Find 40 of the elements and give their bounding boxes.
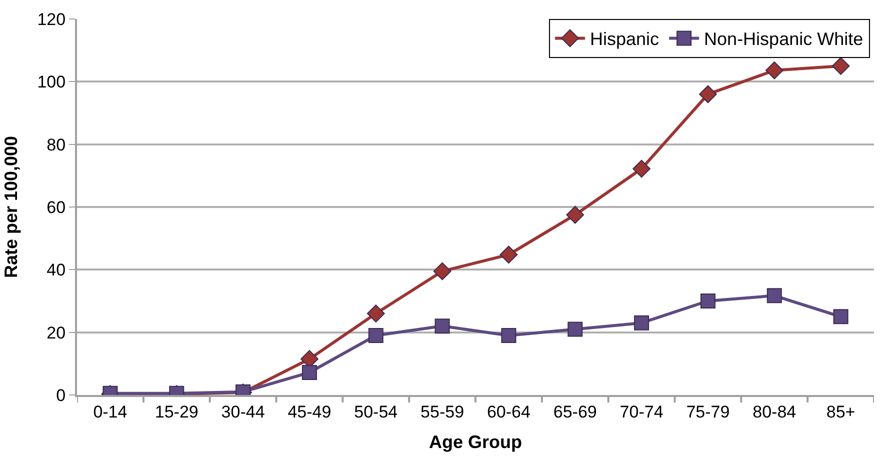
y-tick-label: 60 <box>46 198 66 217</box>
x-tick-label: 30-44 <box>221 402 265 422</box>
y-tick-label: 120 <box>37 10 66 29</box>
legend-label: Non-Hispanic White <box>704 29 864 50</box>
x-tick-label: 85+ <box>826 402 856 422</box>
x-tick-label: 15-29 <box>154 402 198 422</box>
point <box>634 315 650 330</box>
x-tick-label: 50-54 <box>354 402 398 422</box>
legend-label: Hispanic <box>590 29 660 50</box>
y-tick-label: 20 <box>46 323 66 342</box>
x-tick-label: 60-64 <box>486 402 530 422</box>
y-tick-label: 80 <box>46 135 66 154</box>
point <box>765 61 784 80</box>
point <box>500 246 518 264</box>
y-tick-label: 0 <box>56 386 66 405</box>
point <box>501 328 516 343</box>
point <box>700 294 716 308</box>
point <box>368 328 384 343</box>
x-tick-label: 80-84 <box>752 402 796 422</box>
point <box>302 364 317 380</box>
y-tick-label: 100 <box>37 72 66 92</box>
point <box>433 262 452 280</box>
point <box>566 206 584 224</box>
x-axis-title: Age Group <box>429 432 522 452</box>
x-tick-label: 45-49 <box>288 402 332 422</box>
point <box>766 288 782 304</box>
x-tick-label: 70-74 <box>620 402 664 422</box>
point <box>366 304 385 322</box>
x-tick-label: 0-14 <box>93 402 128 422</box>
x-tick-label: 55-59 <box>420 402 464 422</box>
point <box>568 322 583 337</box>
point <box>833 309 848 324</box>
point <box>832 57 850 75</box>
y-tick-label: 40 <box>46 260 66 280</box>
y-axis-title: Rate per 100,000 <box>0 136 21 278</box>
x-tick-label: 75-79 <box>686 402 730 422</box>
point <box>699 85 717 104</box>
x-tick-label: 65-69 <box>553 402 597 422</box>
point <box>434 318 450 334</box>
point <box>632 160 650 178</box>
